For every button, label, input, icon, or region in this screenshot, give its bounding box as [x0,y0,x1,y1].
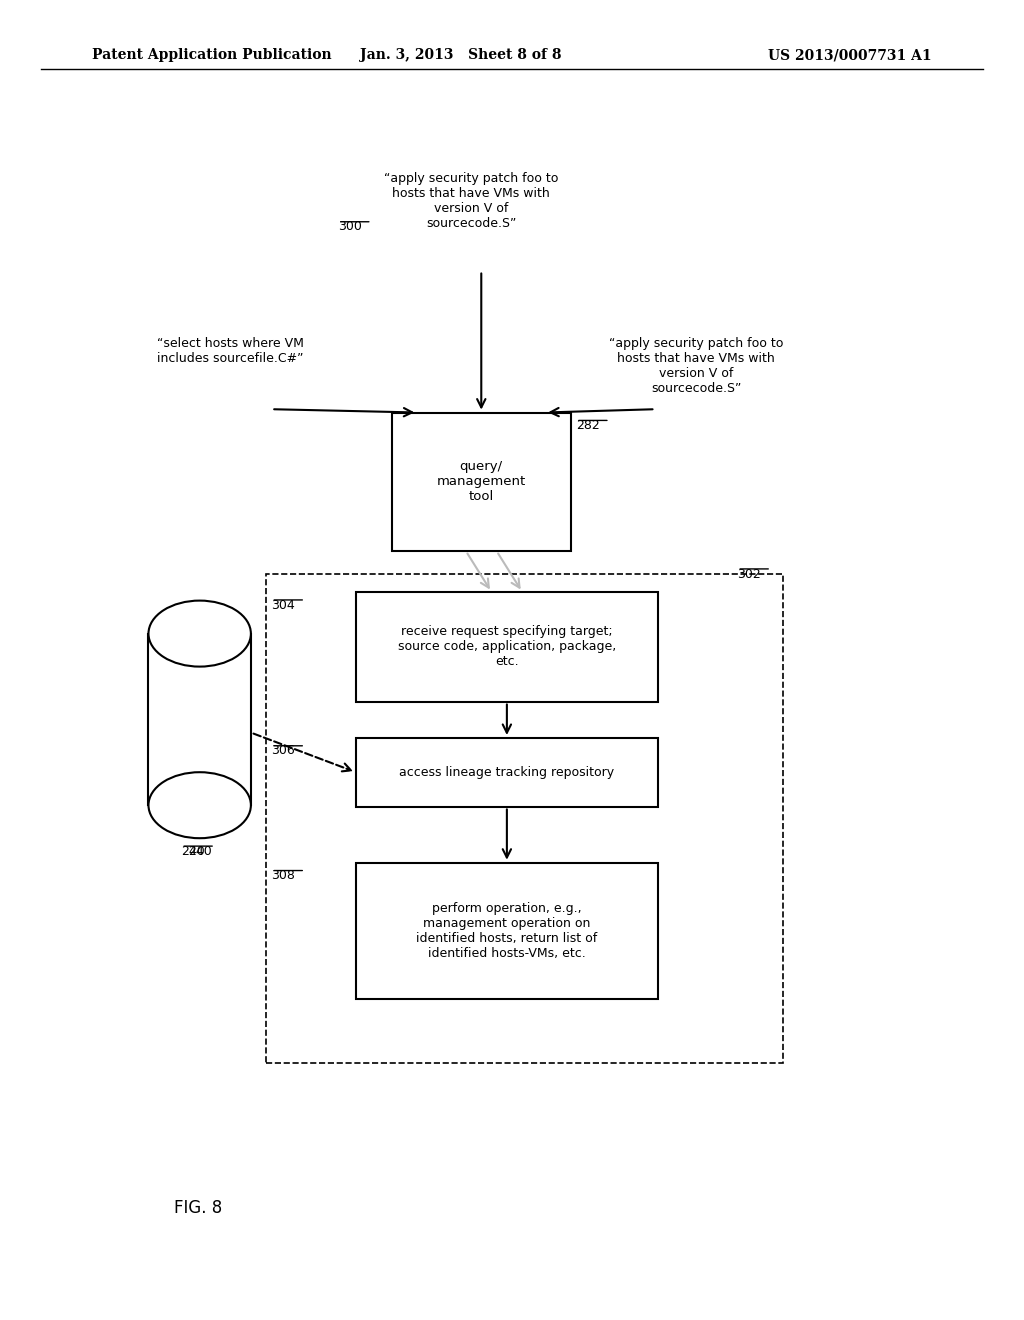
Ellipse shape [148,772,251,838]
Text: perform operation, e.g.,
management operation on
identified hosts, return list o: perform operation, e.g., management oper… [416,902,598,960]
Text: “apply security patch foo to
hosts that have VMs with
version V of
sourcecode.S”: “apply security patch foo to hosts that … [609,337,783,395]
Text: US 2013/0007731 A1: US 2013/0007731 A1 [768,49,932,62]
Text: “apply security patch foo to
hosts that have VMs with
version V of
sourcecode.S”: “apply security patch foo to hosts that … [384,172,558,230]
Text: 302: 302 [737,568,761,581]
Text: “select hosts where VM
includes sourcefile.C#”: “select hosts where VM includes sourcefi… [157,337,304,364]
Text: 300: 300 [338,220,361,234]
Text: receive request specifying target;
source code, application, package,
etc.: receive request specifying target; sourc… [397,626,616,668]
Text: query/
management
tool: query/ management tool [436,461,526,503]
Ellipse shape [148,601,251,667]
Text: 240: 240 [187,845,212,858]
FancyBboxPatch shape [148,634,251,805]
Text: 308: 308 [271,870,295,882]
Text: 306: 306 [271,744,295,758]
FancyBboxPatch shape [356,591,658,702]
FancyBboxPatch shape [356,863,658,998]
Text: Patent Application Publication: Patent Application Publication [92,49,332,62]
Text: FIG. 8: FIG. 8 [174,1199,222,1217]
Text: access lineage tracking repository: access lineage tracking repository [399,766,614,779]
Text: Jan. 3, 2013   Sheet 8 of 8: Jan. 3, 2013 Sheet 8 of 8 [360,49,561,62]
FancyBboxPatch shape [391,412,570,552]
FancyBboxPatch shape [266,574,783,1063]
FancyBboxPatch shape [356,738,658,807]
Text: 240: 240 [181,845,205,858]
Text: 304: 304 [271,599,295,611]
Text: 282: 282 [575,420,600,432]
